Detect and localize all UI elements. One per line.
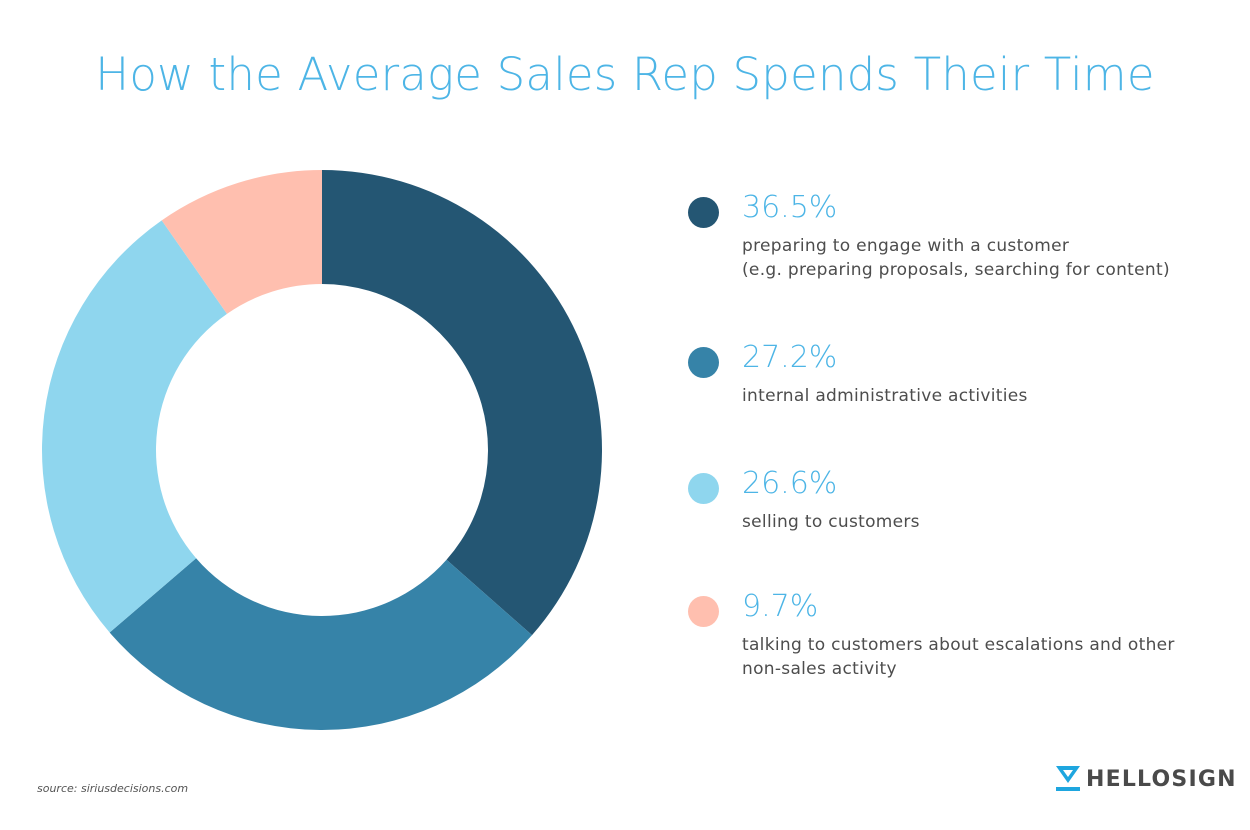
legend-swatch [688,596,719,627]
legend-value: 9.7% [742,589,819,624]
hellosign-logo: HELLOSIGN [1056,766,1237,792]
legend-description-line: preparing to engage with a customer [742,236,1070,256]
legend-value: 27.2% [742,340,838,375]
legend-description-line: internal administrative activities [742,386,1028,406]
legend-value: 36.5% [742,190,838,225]
legend-swatch [688,473,719,504]
legend-value: 26.6% [742,466,838,501]
donut-slice-4 [161,170,322,314]
legend-description-line: talking to customers about escalations a… [742,635,1175,655]
legend-swatch [688,197,719,228]
legend-description-line: non-sales activity [742,659,897,679]
legend-description: selling to customers [742,510,920,534]
chart-title: How the Average Sales Rep Spends Their T… [95,48,1155,101]
legend-description: internal administrative activities [742,384,1028,408]
donut-slice-2 [109,558,533,731]
legend-description-line: (e.g. preparing proposals, searching for… [742,260,1170,280]
legend-description: talking to customers about escalations a… [742,633,1175,681]
legend-swatch [688,347,719,378]
hellosign-logo-icon [1056,766,1080,791]
donut-slice-3 [42,220,227,633]
legend-description-line: selling to customers [742,512,920,532]
donut-slice-1 [322,170,602,636]
source-note: source: siriusdecisions.com [37,782,189,795]
logo-text: HELLOSIGN [1086,766,1237,792]
legend-description: preparing to engage with a customer (e.g.… [742,234,1170,282]
